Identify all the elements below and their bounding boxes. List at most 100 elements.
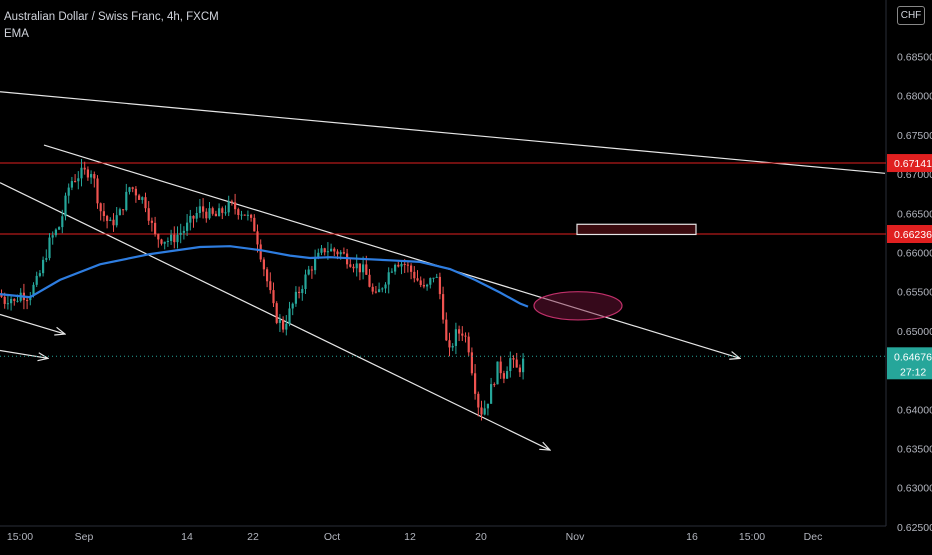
y-tick-label: 0.67000 [897,169,932,181]
trendline-1 [43,144,740,358]
candle [349,264,352,267]
price-axis-background [887,0,932,550]
candle [186,222,189,231]
candle [131,187,134,189]
candle [144,197,147,209]
candle [77,178,80,182]
candle [224,212,227,214]
candle [42,259,45,274]
candle [442,294,445,320]
x-tick-label: Nov [566,531,585,543]
candle [512,358,515,360]
candle [202,206,205,212]
candle [464,335,467,337]
candle [83,167,86,170]
candle [467,336,470,353]
candle [387,272,390,285]
candle [384,284,387,289]
candle [48,237,51,259]
candle [480,407,483,415]
candle [342,252,345,254]
candle [227,201,230,213]
y-tick-label: 0.65000 [897,326,932,338]
candle [358,263,361,273]
candle [54,229,57,236]
x-tick-label: Oct [324,531,340,543]
candle [35,275,38,285]
candle [470,352,473,374]
candle [493,384,496,386]
candle [451,345,454,348]
indicator-label[interactable]: EMA [4,28,29,40]
candle [157,234,160,240]
x-tick-label: 22 [247,531,259,543]
candle [426,284,429,287]
candle [154,222,157,235]
candle [10,298,13,304]
candle [461,333,464,336]
y-tick-label: 0.65500 [897,287,932,299]
candle [333,248,336,252]
candle [518,367,521,373]
candle [320,248,323,253]
candle [99,203,102,212]
candle [173,234,176,243]
candle [307,269,310,275]
y-tick-label: 0.64000 [897,404,932,416]
countdown-label: 27:12 [900,366,926,378]
candle [435,276,438,278]
candle [483,408,486,415]
x-tick-label: 15:00 [739,531,765,543]
candle [208,208,211,219]
candle [496,361,499,385]
candle [58,227,61,230]
candle [170,234,173,241]
candle [262,259,265,270]
candle [147,208,150,221]
currency-badge[interactable]: CHF [897,6,925,25]
x-tick-label: 16 [686,531,698,543]
candle [118,209,121,216]
candle [61,216,64,228]
candle [413,271,416,279]
candle [522,358,525,373]
candle [422,285,425,287]
candle [429,278,432,285]
candle [32,284,35,296]
candle [106,216,109,221]
candle [285,323,288,330]
candle [218,208,221,217]
candle [134,188,137,196]
candle [515,359,518,368]
candle [192,215,195,219]
candle [26,300,29,302]
candle [390,271,393,273]
candle [67,187,70,196]
candle [253,217,256,232]
candle [214,213,217,217]
symbol-title: Australian Dollar / Swiss Franc, 4h, FXC… [4,11,219,23]
candle [502,373,505,379]
candle [378,289,381,293]
candle [490,384,493,404]
trendline-4 [0,349,48,359]
x-tick-label: 12 [404,531,416,543]
level-price-tag-1 [887,224,932,243]
candle [198,206,201,214]
candle [509,358,512,372]
target-ellipse [533,291,623,321]
candle [125,191,128,211]
candle [86,169,89,178]
candle [205,211,208,219]
candle [221,208,224,213]
candle [374,291,377,293]
candle [13,298,16,301]
candle [243,214,246,216]
candle [416,278,419,281]
candle [298,291,301,294]
level-price-tag-0 [887,154,932,173]
candle [259,244,262,260]
candle [45,258,48,260]
